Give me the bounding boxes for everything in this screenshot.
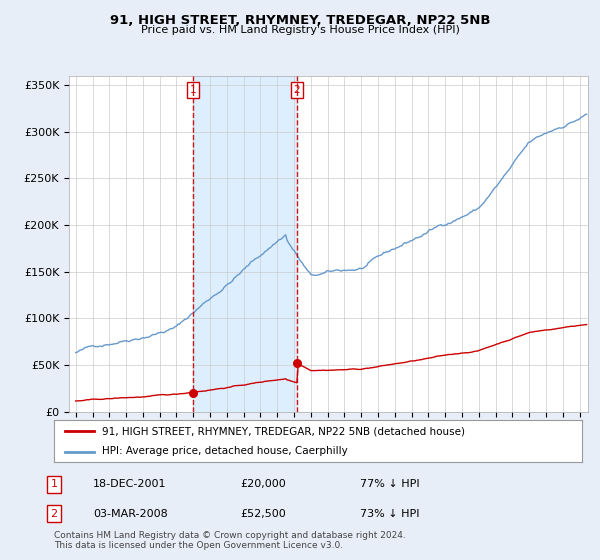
Text: 77% ↓ HPI: 77% ↓ HPI <box>360 479 419 489</box>
Text: 18-DEC-2001: 18-DEC-2001 <box>93 479 167 489</box>
Text: 03-MAR-2008: 03-MAR-2008 <box>93 508 168 519</box>
Text: 91, HIGH STREET, RHYMNEY, TREDEGAR, NP22 5NB: 91, HIGH STREET, RHYMNEY, TREDEGAR, NP22… <box>110 14 490 27</box>
Text: 1: 1 <box>50 479 58 489</box>
Point <box>292 358 302 367</box>
Text: Price paid vs. HM Land Registry's House Price Index (HPI): Price paid vs. HM Land Registry's House … <box>140 25 460 35</box>
Text: Contains HM Land Registry data © Crown copyright and database right 2024.
This d: Contains HM Land Registry data © Crown c… <box>54 530 406 550</box>
Point <box>188 389 197 398</box>
Text: HPI: Average price, detached house, Caerphilly: HPI: Average price, detached house, Caer… <box>101 446 347 456</box>
Text: 73% ↓ HPI: 73% ↓ HPI <box>360 508 419 519</box>
Text: £20,000: £20,000 <box>240 479 286 489</box>
Text: 1: 1 <box>190 85 196 95</box>
Text: 2: 2 <box>293 85 300 95</box>
Text: 91, HIGH STREET, RHYMNEY, TREDEGAR, NP22 5NB (detached house): 91, HIGH STREET, RHYMNEY, TREDEGAR, NP22… <box>101 426 464 436</box>
Text: £52,500: £52,500 <box>240 508 286 519</box>
Text: 2: 2 <box>50 508 58 519</box>
Bar <box>193 76 297 412</box>
